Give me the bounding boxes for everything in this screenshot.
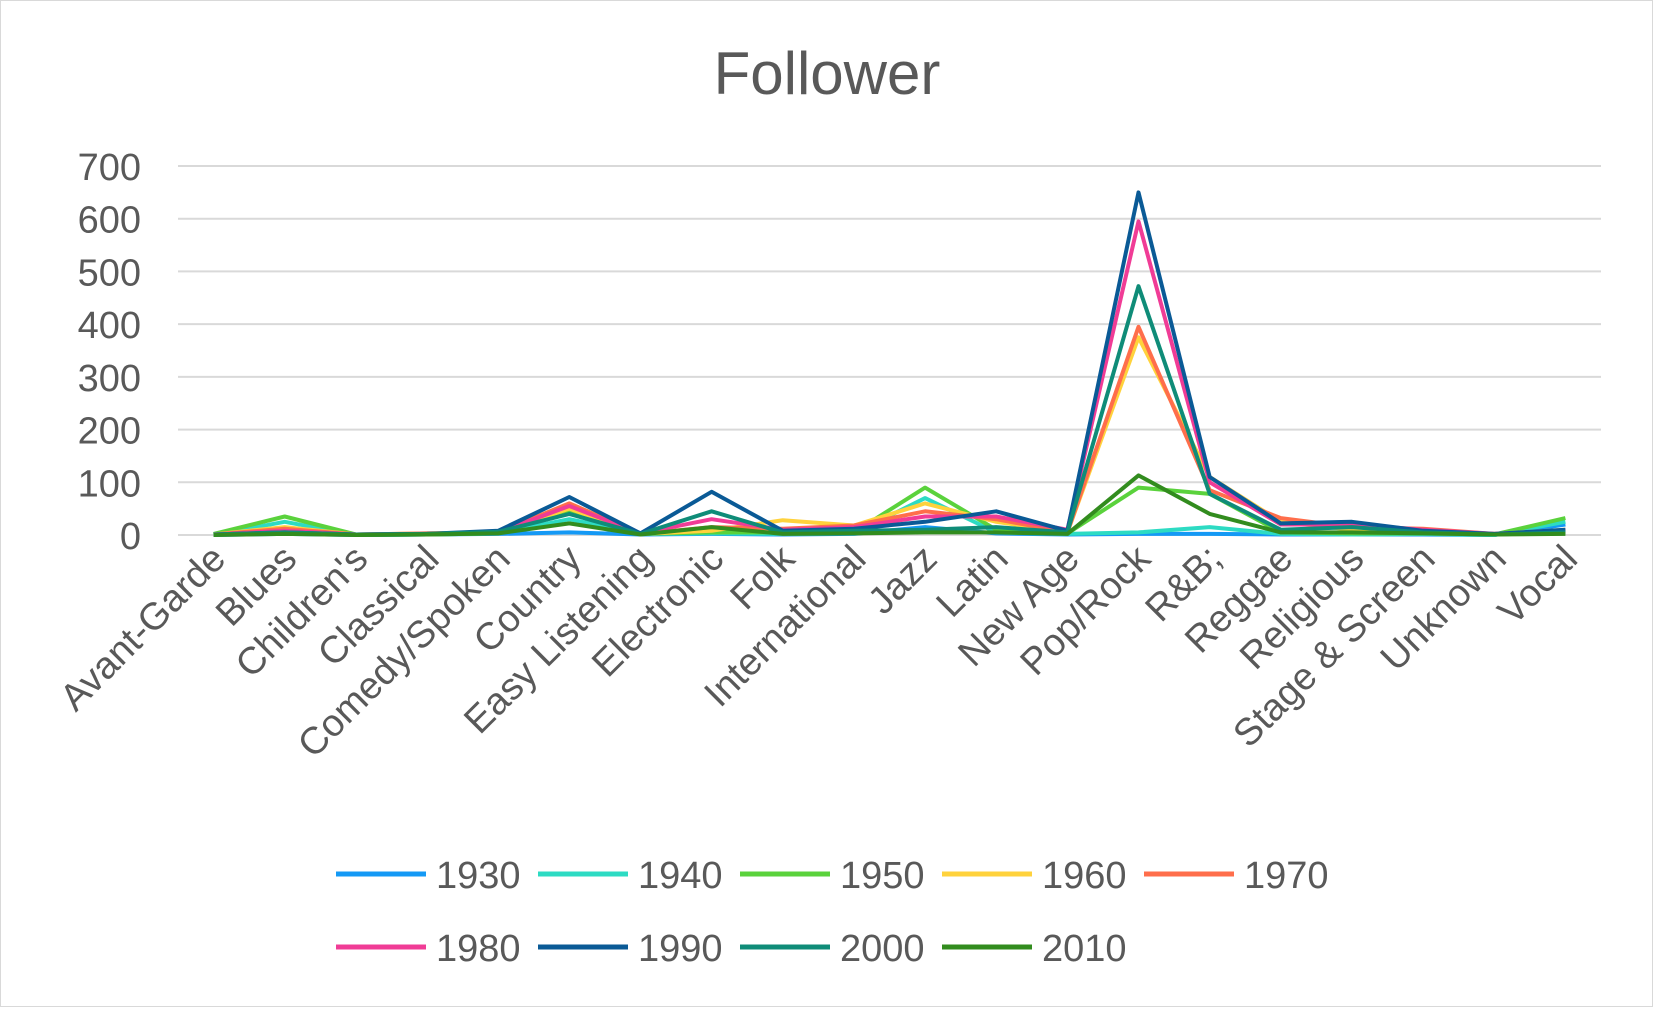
plot-area — [213, 190, 1566, 537]
series-line-1980 — [213, 219, 1566, 537]
legend-label: 1940 — [638, 855, 723, 897]
legend-label: 1950 — [840, 855, 925, 897]
y-tick-label: 500 — [78, 252, 141, 294]
y-tick-label: 300 — [78, 358, 141, 400]
y-tick-label: 200 — [78, 411, 141, 453]
legend: 1930 1940 1950 1960 1970 1980 1990 2000 2010 — [336, 855, 1329, 970]
series-line-2010 — [213, 473, 1566, 537]
series-line-1960 — [213, 335, 1566, 537]
y-tick-label: 600 — [78, 200, 141, 242]
legend-label: 1980 — [436, 928, 521, 970]
x-tick-label: Vocal — [1490, 538, 1585, 633]
legend-label: 1960 — [1042, 855, 1127, 897]
legend-label: 2010 — [1042, 928, 1127, 970]
y-tick-label: 100 — [78, 463, 141, 505]
y-tick-label: 700 — [78, 147, 141, 189]
y-tick-label: 0 — [120, 516, 141, 558]
y-tick-label: 400 — [78, 305, 141, 347]
chart-title: Follower — [714, 40, 941, 107]
series-line-1970 — [213, 324, 1566, 537]
legend-label: 1930 — [436, 855, 521, 897]
legend-label: 1970 — [1244, 855, 1329, 897]
y-axis: 0 100 200 300 400 500 600 700 — [78, 147, 141, 558]
x-tick-label: Jazz — [860, 538, 945, 623]
gridlines — [178, 165, 1601, 536]
x-axis: Avant-GardeBluesChildren'sClassicalComed… — [52, 537, 1585, 766]
legend-label: 2000 — [840, 928, 925, 970]
x-tick-label: Avant-Garde — [52, 538, 234, 720]
legend-label: 1990 — [638, 928, 723, 970]
